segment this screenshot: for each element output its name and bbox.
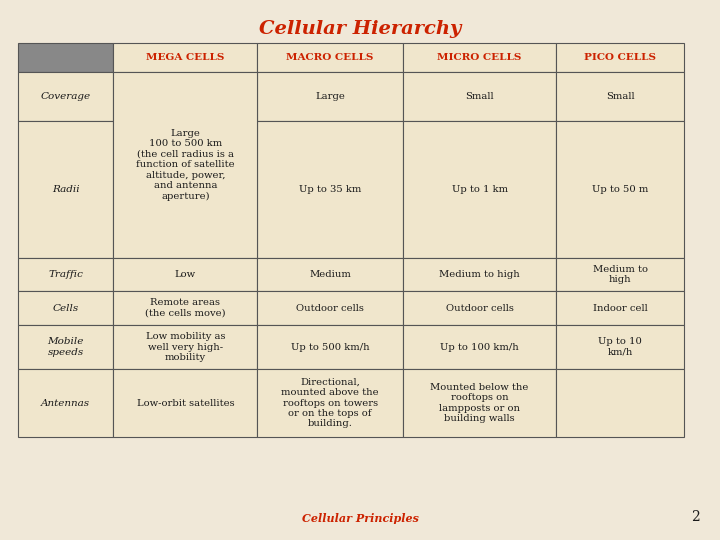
Text: Mobile
speeds: Mobile speeds: [48, 338, 84, 357]
Bar: [402, 72, 557, 120]
Text: PICO CELLS: PICO CELLS: [585, 53, 657, 62]
Text: Directional,
mounted above the
rooftops on towers
or on the tops of
building.: Directional, mounted above the rooftops …: [282, 378, 379, 428]
Bar: [402, 258, 557, 291]
Bar: [402, 120, 557, 258]
Text: Outdoor cells: Outdoor cells: [446, 303, 513, 313]
Text: Up to 10
km/h: Up to 10 km/h: [598, 338, 642, 357]
Text: Small: Small: [606, 92, 635, 101]
Bar: [18, 72, 114, 120]
Bar: [18, 369, 114, 437]
Text: Up to 500 km/h: Up to 500 km/h: [291, 342, 369, 352]
Bar: [258, 369, 402, 437]
Bar: [402, 369, 557, 437]
Bar: [114, 43, 258, 72]
Bar: [18, 291, 114, 325]
Bar: [557, 291, 685, 325]
Text: Low-orbit satellites: Low-orbit satellites: [137, 399, 234, 408]
Bar: [402, 291, 557, 325]
Bar: [114, 291, 258, 325]
Text: Cellular Principles: Cellular Principles: [302, 513, 418, 524]
Bar: [114, 258, 258, 291]
Bar: [18, 120, 114, 258]
Text: Coverage: Coverage: [41, 92, 91, 101]
Text: Low mobility as
well very high-
mobility: Low mobility as well very high- mobility: [145, 332, 225, 362]
Text: Up to 100 km/h: Up to 100 km/h: [440, 342, 519, 352]
Text: Up to 35 km: Up to 35 km: [299, 185, 361, 194]
Text: Large
100 to 500 km
(the cell radius is a
function of satellite
altitude, power,: Large 100 to 500 km (the cell radius is …: [136, 129, 235, 200]
Bar: [18, 325, 114, 369]
Text: Outdoor cells: Outdoor cells: [296, 303, 364, 313]
Text: Up to 50 m: Up to 50 m: [592, 185, 649, 194]
Bar: [114, 369, 258, 437]
Bar: [557, 120, 685, 258]
Bar: [557, 43, 685, 72]
Text: Small: Small: [465, 92, 494, 101]
Text: Mounted below the
rooftops on
lampposts or on
building walls: Mounted below the rooftops on lampposts …: [431, 383, 528, 423]
Text: Medium to high: Medium to high: [439, 270, 520, 279]
Text: Cells: Cells: [53, 303, 79, 313]
Text: Large: Large: [315, 92, 345, 101]
Bar: [114, 325, 258, 369]
Bar: [402, 325, 557, 369]
Text: 2: 2: [691, 510, 700, 524]
Bar: [18, 258, 114, 291]
Bar: [557, 325, 685, 369]
Bar: [258, 258, 402, 291]
Text: Low: Low: [175, 270, 196, 279]
Text: Antennas: Antennas: [41, 399, 90, 408]
Bar: [557, 258, 685, 291]
Text: Medium to
high: Medium to high: [593, 265, 648, 284]
Text: MACRO CELLS: MACRO CELLS: [287, 53, 374, 62]
Text: MICRO CELLS: MICRO CELLS: [437, 53, 522, 62]
Bar: [114, 72, 258, 258]
Bar: [258, 72, 402, 120]
Text: Indoor cell: Indoor cell: [593, 303, 648, 313]
Bar: [402, 43, 557, 72]
Bar: [18, 43, 114, 72]
Text: Up to 1 km: Up to 1 km: [451, 185, 508, 194]
Bar: [557, 72, 685, 120]
Text: Medium: Medium: [309, 270, 351, 279]
Bar: [258, 291, 402, 325]
Bar: [258, 43, 402, 72]
Bar: [557, 369, 685, 437]
Bar: [258, 120, 402, 258]
Text: Cellular Hierarchy: Cellular Hierarchy: [258, 20, 462, 38]
Text: MEGA CELLS: MEGA CELLS: [146, 53, 225, 62]
Text: Traffic: Traffic: [48, 270, 84, 279]
Text: Radii: Radii: [52, 185, 80, 194]
Bar: [258, 325, 402, 369]
Text: Remote areas
(the cells move): Remote areas (the cells move): [145, 298, 226, 318]
